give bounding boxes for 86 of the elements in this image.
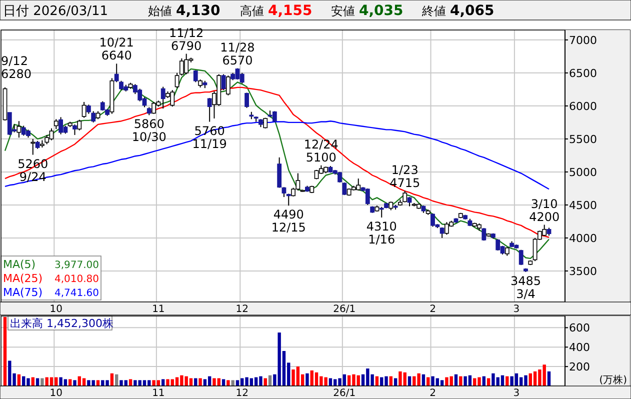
annotation: 3485 3/4	[510, 274, 542, 301]
candlestick	[272, 110, 277, 122]
bar	[203, 379, 207, 386]
chart-title: 出来高 1,452,300株	[10, 317, 114, 330]
y-tick-label: 6000	[569, 100, 597, 113]
text: MA(25)	[3, 272, 43, 285]
x-tick-label: 3	[513, 388, 520, 399]
text: 終値 4,065	[421, 3, 494, 19]
y-tick-label: 5000	[569, 166, 597, 179]
bar	[264, 378, 267, 386]
bar	[194, 378, 198, 386]
y-tick-label: 7000	[569, 34, 597, 47]
y-tick-label: 400	[569, 341, 590, 354]
annotation: 3/10 4200	[529, 196, 560, 224]
chart-title: 日付 2026/03/11	[3, 4, 108, 19]
y-axis-title: (万株)	[599, 374, 628, 386]
y-tick-label: 4500	[569, 198, 597, 212]
bar	[3, 316, 7, 386]
bar	[40, 378, 44, 386]
annotation: 10/21 6640	[99, 36, 134, 63]
annotation: 4490 12/15	[271, 208, 306, 235]
bar	[68, 379, 72, 386]
bar	[459, 376, 462, 386]
candlestick	[240, 72, 244, 84]
annotation: 11/28 6570	[220, 40, 255, 68]
candlestick	[54, 118, 58, 130]
candlestick	[379, 206, 384, 218]
bar	[36, 378, 40, 386]
x-tick-label: 3	[513, 304, 520, 315]
bar	[506, 376, 509, 386]
bar	[394, 378, 398, 386]
text: MA(5)	[3, 258, 36, 271]
bar	[128, 379, 132, 386]
x-tick-label: 2	[430, 388, 436, 399]
candlestick	[402, 190, 408, 203]
bar	[547, 371, 551, 386]
y-tick-label: 5500	[569, 132, 597, 146]
annotation: 9/12 6280	[1, 54, 32, 81]
x-tick-label: 10	[50, 304, 63, 315]
x-tick-label: 26/1	[333, 388, 356, 399]
candlestick	[282, 186, 286, 198]
y-tick-label: 200	[569, 360, 590, 374]
candlestick	[30, 138, 36, 156]
x-tick-label: 10	[50, 388, 63, 399]
annotation: 1/23 4715	[390, 162, 420, 190]
text: 安値 4,035	[331, 3, 404, 19]
y-tick-label: 3500	[569, 264, 597, 278]
y-tick-label: 4000	[569, 232, 597, 245]
candlestick	[16, 120, 22, 138]
bar	[73, 380, 76, 386]
candlestick	[91, 110, 96, 123]
text: 高値 4,155	[240, 3, 312, 19]
candlestick	[174, 72, 180, 89]
y-tick-label: 600	[569, 322, 590, 335]
annotation: 4310 1/16	[366, 219, 397, 246]
candlestick	[77, 119, 82, 131]
bar	[161, 379, 165, 386]
y-tick-label: 6500	[569, 66, 597, 80]
x-tick-label: 12	[236, 388, 248, 399]
annotation: 4,741.60	[54, 288, 99, 299]
bar	[82, 378, 86, 386]
text: MA(75)	[3, 286, 43, 299]
bar	[306, 373, 309, 386]
bar	[231, 380, 234, 386]
line-series	[4, 120, 550, 190]
bar	[226, 380, 230, 386]
x-tick-label: 26/1	[333, 304, 356, 315]
x-tick-label: 12	[236, 304, 248, 315]
bar	[198, 378, 202, 386]
candlestick	[82, 101, 86, 118]
candlestick	[244, 92, 249, 108]
annotation: 5860 10/30	[132, 117, 166, 144]
bar	[222, 379, 226, 386]
candlestick	[86, 104, 91, 114]
x-tick-label: 2	[430, 304, 436, 315]
candlestick	[44, 134, 50, 145]
candlestick	[226, 75, 230, 96]
annotation: 3,977.00	[54, 260, 99, 271]
bar	[486, 378, 490, 386]
bar	[328, 378, 332, 386]
text: 始値 4,130	[148, 3, 221, 19]
candlestick	[365, 188, 370, 206]
candlestick	[277, 156, 282, 188]
x-tick-label: 11	[152, 388, 165, 399]
annotation: 4,010.80	[54, 274, 99, 285]
x-tick-label: 11	[152, 304, 165, 315]
